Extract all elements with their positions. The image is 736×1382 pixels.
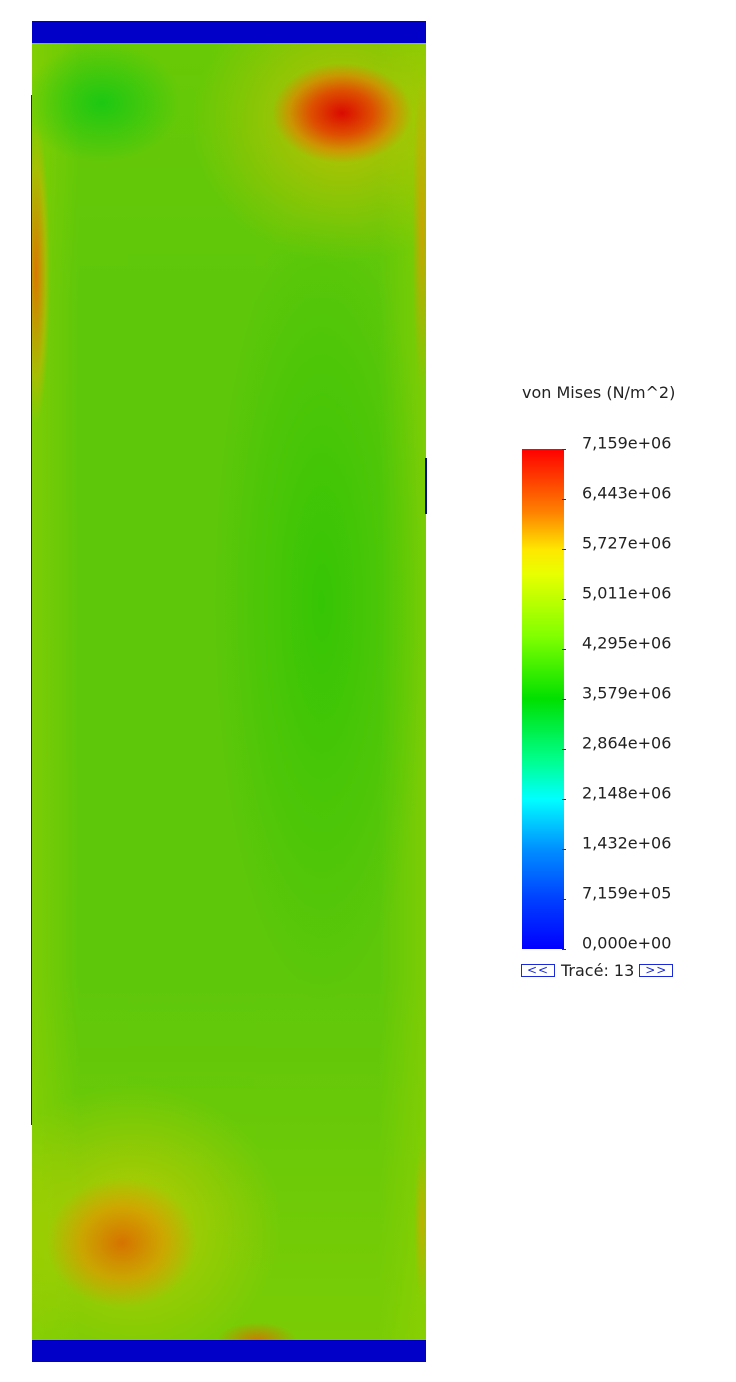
- legend-value-label: 5,727e+06: [582, 533, 672, 553]
- stress-plot-body[interactable]: [32, 43, 426, 1340]
- plot-navigation: << Tracé: 13 >>: [521, 960, 674, 980]
- legend-tick: [562, 649, 566, 650]
- plate-right-edge-mark: [425, 458, 427, 514]
- next-plot-button[interactable]: >>: [639, 963, 674, 977]
- legend-color-bar: [522, 449, 564, 949]
- legend-title: von Mises (N/m^2): [522, 383, 676, 402]
- top-fixture-bar: [32, 21, 426, 43]
- legend-value-label: 2,864e+06: [582, 733, 672, 753]
- legend-value-label: 3,579e+06: [582, 683, 672, 703]
- bottom-fixture-bar: [32, 1340, 426, 1362]
- legend-tick: [562, 449, 566, 450]
- legend-value-label: 1,432e+06: [582, 833, 672, 853]
- previous-plot-button[interactable]: <<: [521, 963, 555, 977]
- legend-tick: [562, 949, 566, 950]
- legend-value-label: 0,000e+00: [582, 933, 672, 953]
- legend-value-label: 7,159e+06: [582, 433, 672, 453]
- legend-tick: [562, 499, 566, 500]
- legend-value-label: 6,443e+06: [582, 483, 672, 503]
- legend-tick: [562, 899, 566, 900]
- legend-tick: [562, 599, 566, 600]
- plate-left-edge-line: [31, 95, 32, 1125]
- legend-value-label: 7,159e+05: [582, 883, 672, 903]
- legend-value-label: 2,148e+06: [582, 783, 672, 803]
- legend-tick: [562, 849, 566, 850]
- plot-number-label: Tracé: 13: [561, 960, 635, 980]
- legend-value-label: 4,295e+06: [582, 633, 672, 653]
- legend-tick: [562, 699, 566, 700]
- legend-tick: [562, 799, 566, 800]
- legend-tick: [562, 749, 566, 750]
- stress-hotspot-bottom-left: [32, 43, 426, 1340]
- legend-tick: [562, 549, 566, 550]
- legend-value-label: 5,011e+06: [582, 583, 672, 603]
